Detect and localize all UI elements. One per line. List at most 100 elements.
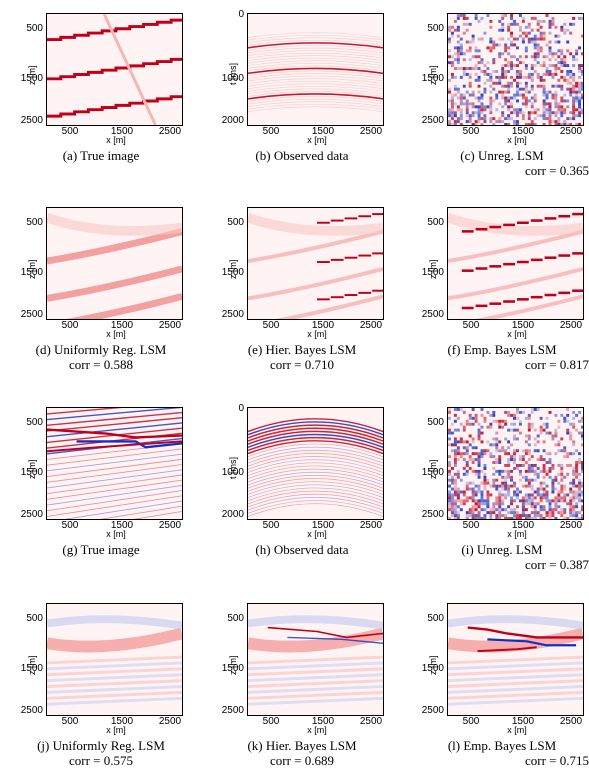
noise-cell — [545, 108, 549, 112]
layer-line — [47, 422, 182, 438]
noise-cell — [486, 46, 490, 50]
noise-cell — [554, 102, 558, 106]
noise-cell — [462, 72, 466, 76]
noise-cell — [551, 490, 555, 494]
caption-e: (e) Hier. Bayes LSM corr = 0.710 — [207, 342, 397, 372]
event-curve — [248, 83, 383, 89]
noise-cell — [566, 78, 570, 82]
noise-cell — [471, 437, 475, 441]
noise-cell — [453, 461, 457, 464]
y-tick-label: 500 — [427, 23, 444, 34]
noise-cell — [539, 458, 543, 462]
noise-cell — [575, 52, 579, 56]
noise-cell — [518, 458, 522, 462]
noise-cell — [557, 40, 561, 44]
faint-layer — [47, 685, 182, 694]
caption-corr: corr = 0.689 — [269, 753, 334, 768]
noise-cell — [545, 69, 549, 73]
noise-cell — [554, 67, 558, 70]
noise-cell — [545, 102, 549, 106]
noise-cell — [504, 99, 508, 103]
noise-cell — [578, 111, 582, 115]
noise-cell — [530, 96, 534, 100]
noise-cell — [471, 102, 475, 106]
image-f — [448, 208, 583, 319]
noise-cell — [477, 437, 481, 441]
noise-cell — [453, 111, 457, 115]
noise-cell — [453, 472, 457, 476]
noise-cell — [498, 102, 502, 106]
noise-cell — [498, 517, 502, 519]
plot-a — [46, 13, 183, 126]
noise-cell — [572, 72, 576, 76]
noise-cell — [557, 496, 561, 500]
noise-cell — [513, 413, 516, 417]
noise-cell — [510, 422, 514, 426]
noise-cell — [551, 64, 555, 68]
noise-cell — [524, 416, 528, 420]
event-curve — [248, 468, 383, 483]
noise-cell — [560, 61, 564, 65]
noise-cell — [569, 463, 573, 467]
x-tick-label: 500 — [61, 520, 79, 531]
noise-cell — [510, 475, 514, 479]
noise-cell — [453, 428, 457, 432]
x-axis-label: x [m] — [307, 329, 327, 339]
noise-cell — [542, 99, 546, 103]
noise-cell — [507, 114, 511, 118]
noise-cell — [468, 511, 472, 515]
layer-line — [47, 408, 123, 415]
noise-cell — [563, 508, 567, 512]
noise-cell — [477, 514, 481, 518]
noise-cell — [542, 55, 546, 59]
noise-cell — [542, 422, 546, 426]
noise-cell — [483, 416, 487, 420]
noise-cell — [453, 75, 457, 79]
noise-cell — [507, 505, 511, 509]
x-tick-label: 1500 — [311, 320, 335, 331]
noise-cell — [557, 481, 561, 485]
noise-cell — [471, 508, 475, 512]
noise-cell — [566, 40, 570, 44]
noise-cell — [477, 108, 481, 112]
x-tick-label: 1500 — [110, 126, 134, 137]
noise-cell — [554, 111, 558, 115]
noise-cell — [551, 55, 555, 59]
plot-e — [247, 207, 384, 320]
noise-cell — [545, 499, 549, 503]
noise-cell — [507, 452, 511, 456]
noise-cell — [554, 69, 558, 73]
noise-cell — [515, 37, 519, 41]
noise-cell — [489, 78, 493, 82]
noise-cell — [545, 96, 549, 100]
noise-cell — [510, 517, 514, 519]
noise-cell — [507, 69, 511, 73]
noise-cell — [575, 484, 579, 488]
noise-cell — [518, 463, 522, 467]
noise-cell — [548, 69, 552, 73]
noise-cell — [575, 461, 579, 464]
noise-cell — [575, 517, 579, 519]
noise-cell — [533, 69, 537, 73]
noise-cell — [456, 117, 460, 121]
noise-cell — [548, 466, 552, 470]
noise-cell — [572, 469, 576, 473]
event-curve — [248, 490, 383, 505]
noise-cell — [489, 96, 493, 100]
noise-cell — [575, 466, 579, 470]
noise-cell — [563, 446, 567, 450]
noise-cell — [474, 46, 478, 50]
noise-cell — [515, 46, 519, 50]
noise-cell — [498, 81, 502, 85]
noise-cell — [513, 22, 516, 26]
noise-cell — [501, 484, 505, 488]
noise-cell — [495, 496, 499, 500]
noise-cell — [492, 99, 496, 103]
noise-cell — [486, 440, 490, 444]
noise-cell — [510, 428, 514, 432]
noise-cell — [554, 25, 558, 29]
noise-cell — [527, 517, 531, 519]
noise-cell — [456, 449, 460, 453]
noise-cell — [450, 72, 454, 76]
noise-cell — [527, 481, 531, 485]
